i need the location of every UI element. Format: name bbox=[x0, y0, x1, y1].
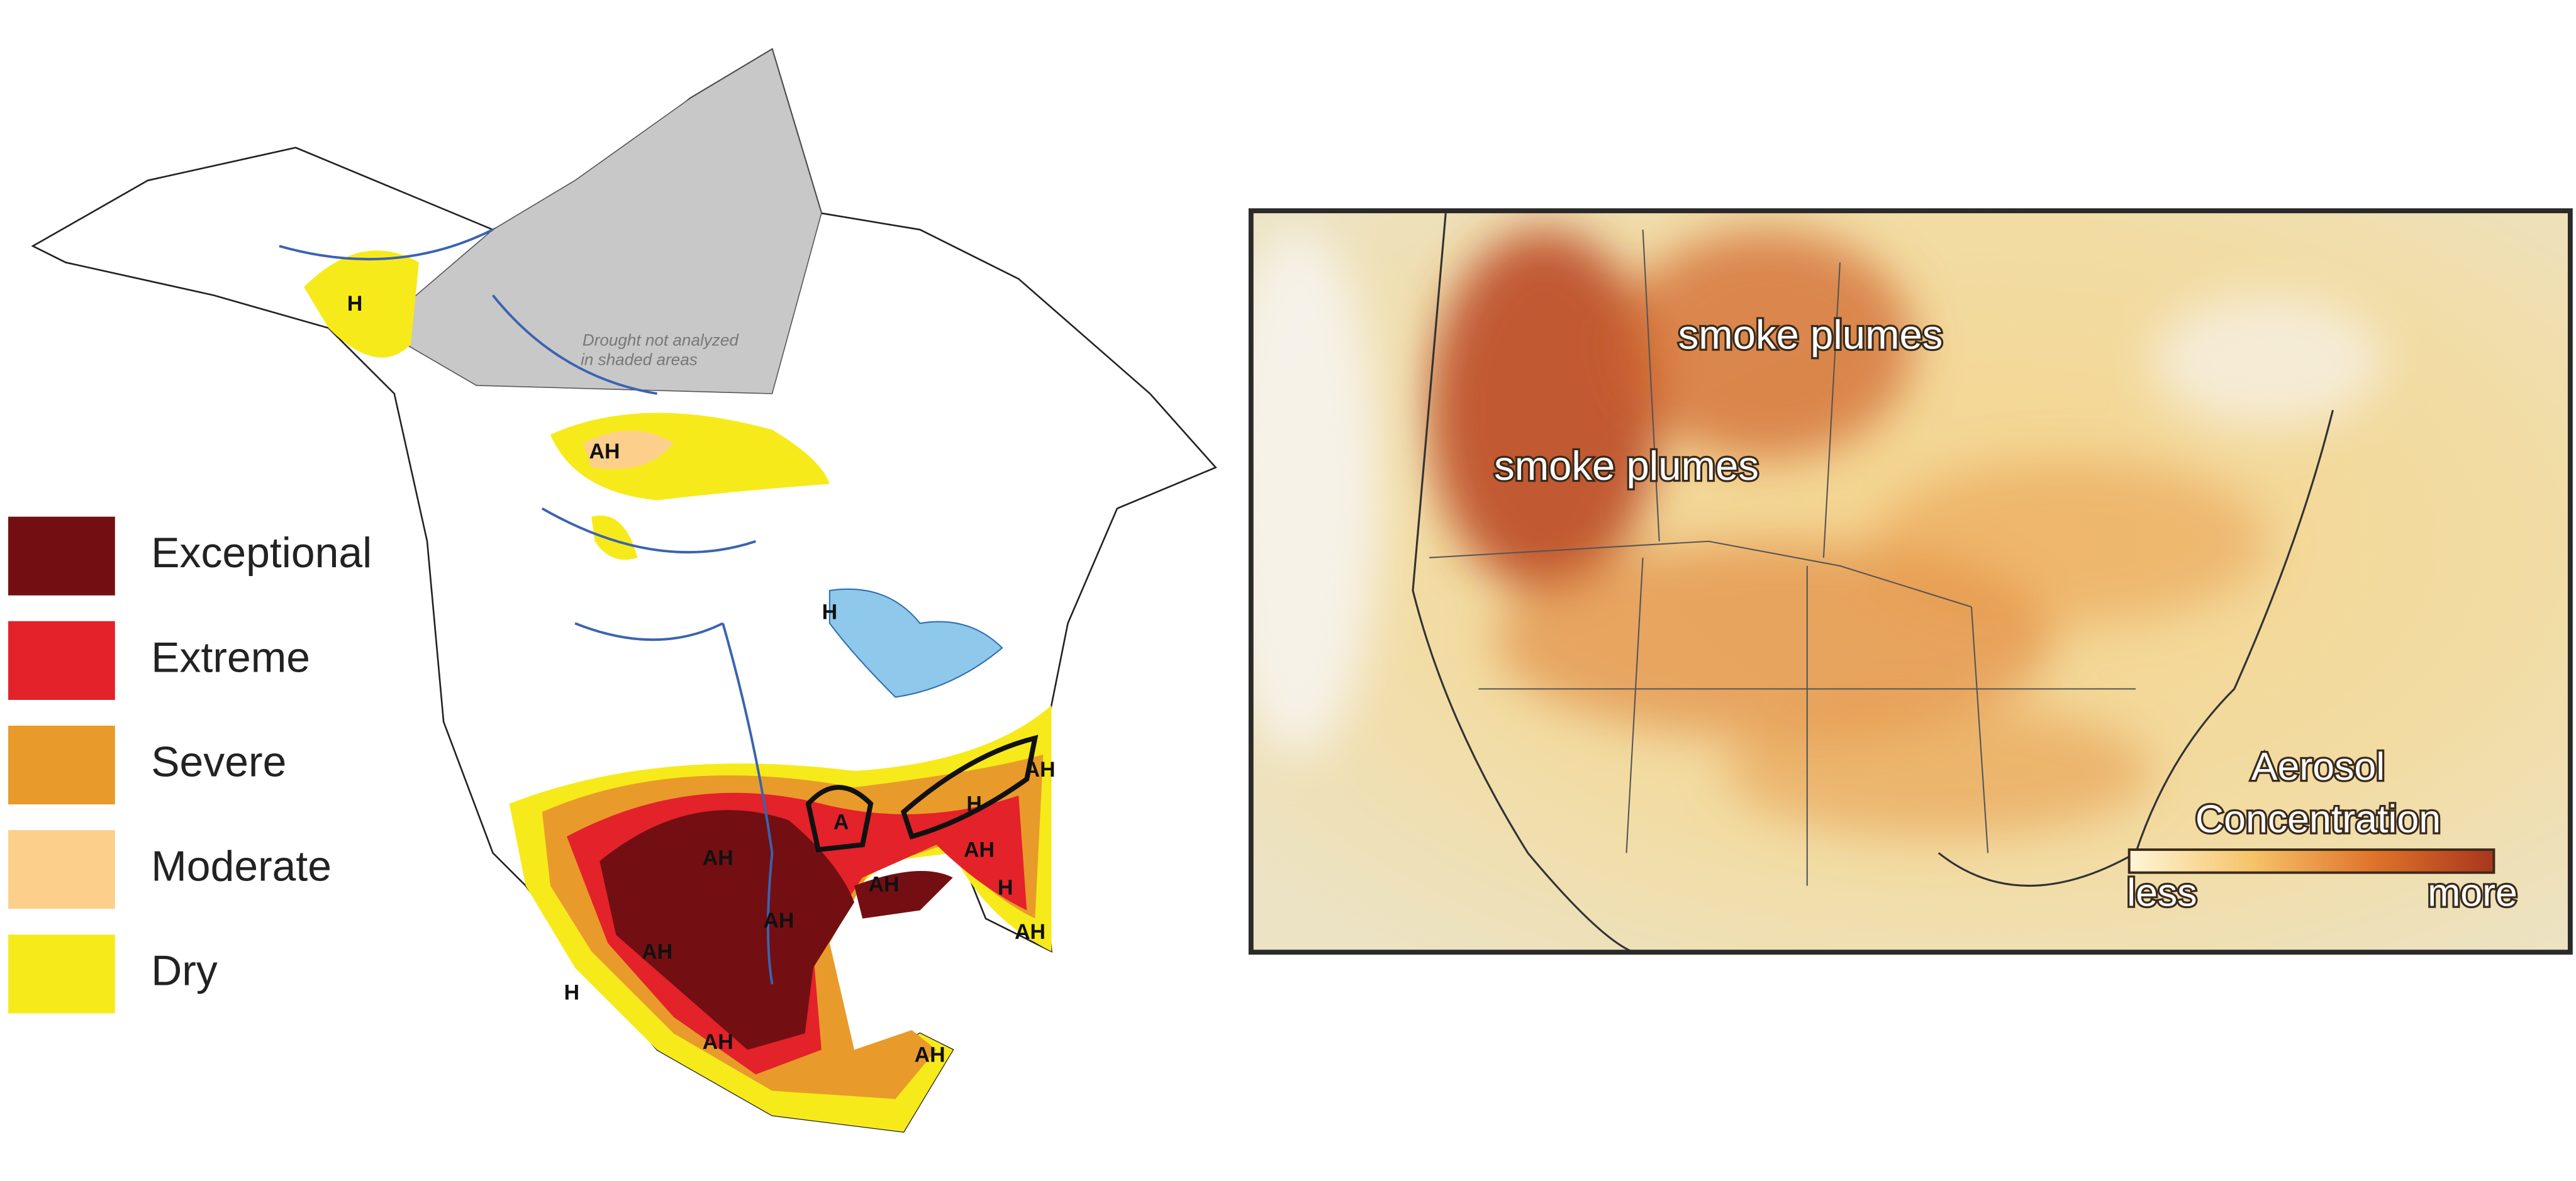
annotation: smoke plumes bbox=[1678, 312, 1943, 358]
legend-label: Severe bbox=[151, 738, 286, 785]
colorbar-title: Concentration bbox=[2195, 797, 2441, 841]
legend-swatch bbox=[8, 725, 115, 805]
region-label: H bbox=[822, 600, 838, 624]
region-label: H bbox=[998, 876, 1013, 900]
exceptional-area bbox=[599, 810, 855, 1050]
river bbox=[279, 228, 774, 985]
region-label: AH bbox=[703, 1030, 733, 1054]
region-label: AH bbox=[642, 940, 672, 963]
legend-swatch bbox=[8, 621, 115, 700]
region-label: AH bbox=[915, 1043, 945, 1067]
dry-area bbox=[304, 250, 419, 358]
region-label: AH bbox=[1015, 920, 1045, 944]
region-label: AH bbox=[869, 872, 900, 896]
aerosol-map: smoke plumes smoke plumes Aerosol Concen… bbox=[1248, 208, 2573, 955]
dry-area bbox=[591, 515, 638, 560]
coastline bbox=[1412, 213, 2334, 955]
region-label: AH bbox=[964, 838, 995, 862]
outline bbox=[805, 735, 1039, 853]
annotation: smoke plumes bbox=[1494, 443, 1759, 489]
legend-swatch bbox=[8, 516, 115, 596]
legend-label: Exceptional bbox=[151, 530, 372, 577]
region-label: H bbox=[564, 981, 580, 1005]
smoke bbox=[1248, 230, 2382, 837]
legend-label: Dry bbox=[151, 948, 218, 995]
exceptional-area bbox=[854, 871, 953, 919]
lake bbox=[828, 588, 1003, 698]
colorbar-high: more bbox=[2428, 871, 2517, 915]
region-label: H bbox=[966, 792, 982, 816]
map-note: Drought not analyzed bbox=[583, 330, 740, 349]
borders bbox=[1429, 230, 2136, 886]
region-label: AH bbox=[763, 909, 794, 933]
drought-map: Drought not analyzed in shaded areas HAH… bbox=[31, 48, 1217, 1133]
moderate-area bbox=[583, 430, 674, 469]
colorbar bbox=[2127, 848, 2495, 874]
panel-frame bbox=[1248, 208, 2573, 955]
legend-swatch bbox=[8, 934, 115, 1014]
legend-swatch bbox=[8, 830, 115, 909]
legend-label: Moderate bbox=[151, 843, 332, 890]
region-label: A bbox=[834, 810, 849, 834]
legend-label: Extreme bbox=[151, 634, 310, 681]
colorbar-title: Aerosol bbox=[2251, 745, 2385, 789]
map-note: in shaded areas bbox=[581, 350, 698, 369]
colorbar-low: less bbox=[2127, 871, 2197, 915]
not-analyzed-area bbox=[377, 48, 822, 394]
legend: Exceptional Extreme Severe Moderate Dry bbox=[8, 516, 372, 1014]
region-label: AH bbox=[703, 846, 733, 870]
region-label: AH bbox=[1025, 758, 1056, 782]
region-label: AH bbox=[589, 440, 620, 463]
region-label: H bbox=[347, 292, 363, 316]
